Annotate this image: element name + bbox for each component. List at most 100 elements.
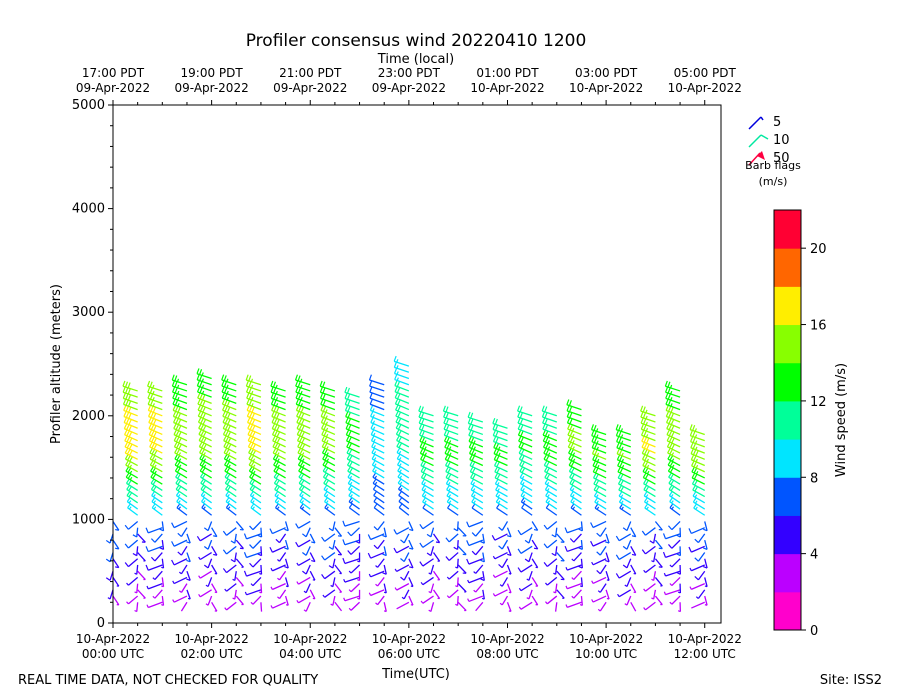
wind-barb-staff <box>136 564 139 575</box>
wind-barb-staff <box>403 570 410 581</box>
wind-barb-flag <box>347 424 352 431</box>
wind-barb-staff <box>320 391 336 398</box>
wind-barb-staff <box>149 446 163 454</box>
wind-barb-flag <box>393 355 397 362</box>
wind-barb-half-flag <box>374 475 378 479</box>
wind-barb-flag <box>132 534 138 538</box>
wind-barb-staff <box>176 494 188 504</box>
wind-barb-half-flag <box>621 458 624 463</box>
wind-barb-half-flag <box>621 452 624 456</box>
wind-barb-staff <box>421 495 434 504</box>
wind-barb-flag <box>395 416 400 423</box>
wind-barb-half-flag <box>152 403 155 407</box>
wind-barb-staff <box>127 539 139 549</box>
wind-barb-flag <box>393 547 398 554</box>
wind-barb-flag <box>251 419 256 425</box>
wind-barb-half-flag <box>596 434 599 438</box>
wind-barb-staff <box>501 595 509 606</box>
wind-barb-half-flag <box>357 597 360 600</box>
wind-barb-half-flag <box>597 464 600 469</box>
wind-barb-flag <box>668 418 672 424</box>
wind-barb-half-flag <box>224 607 227 611</box>
wind-barb-staff <box>580 596 583 606</box>
wind-barb-half-flag <box>547 494 550 498</box>
wind-barb-flag <box>422 449 426 455</box>
wind-barb-flag <box>371 460 376 466</box>
wind-barb-flag <box>150 412 154 418</box>
wind-barb-staff <box>272 440 286 448</box>
wind-barb-flag <box>642 406 646 413</box>
wind-barb-flag <box>125 460 129 466</box>
wind-barb-staff <box>630 546 637 556</box>
wind-barb-staff <box>546 576 558 586</box>
wind-barb-half-flag <box>545 582 548 586</box>
wind-barb-flag <box>178 443 182 450</box>
wind-barb-staff <box>207 577 213 587</box>
wind-barb-staff <box>278 570 287 581</box>
wind-barb-flag <box>649 540 654 544</box>
wind-barb-staff <box>373 507 385 516</box>
wind-barb-staff <box>383 583 387 594</box>
wind-barb-staff <box>234 571 237 581</box>
wind-barb-flag <box>491 535 496 541</box>
wind-barb-half-flag <box>126 601 129 605</box>
wind-barb-flag <box>669 467 674 473</box>
wind-barb-staff <box>570 507 582 516</box>
wind-barb-flag <box>273 466 278 472</box>
wind-barb-half-flag <box>300 396 303 401</box>
wind-barb-flag <box>149 387 153 394</box>
wind-barb-flag <box>421 418 425 425</box>
chart-title: Profiler consensus wind 20220410 1200 <box>246 31 587 51</box>
wind-barb-flag <box>151 442 155 449</box>
wind-barb-staff <box>199 570 212 579</box>
wind-barb-flag <box>494 466 498 473</box>
wind-barb-flag <box>347 399 351 406</box>
wind-barb-half-flag <box>172 599 175 603</box>
wind-barb-staff <box>272 452 286 460</box>
wind-barb-staff <box>398 500 410 510</box>
wind-barb-half-flag <box>203 506 206 510</box>
wind-barb-staff <box>369 397 385 404</box>
wind-barb-flag <box>644 461 649 467</box>
wind-barb-flag <box>578 565 583 569</box>
wind-barb-flag <box>496 455 500 461</box>
wind-barb-staff <box>654 595 663 606</box>
wind-barb-flag <box>445 406 449 413</box>
wind-barb-flag <box>175 405 179 412</box>
wind-barb-staff <box>344 539 360 546</box>
wind-barb-flag <box>496 473 501 480</box>
wind-barb-flag <box>295 398 299 405</box>
wind-barb-staff <box>370 434 385 442</box>
wind-barb-flag <box>468 429 472 436</box>
wind-barb-staff <box>123 415 138 423</box>
wind-barb-staff <box>136 546 139 556</box>
wind-barb-flag <box>703 547 708 550</box>
wind-barb-staff <box>186 552 191 562</box>
wind-barb-staff <box>430 602 435 612</box>
wind-barb-flag <box>272 381 276 388</box>
wind-barb-half-flag <box>244 591 248 596</box>
wind-barb-flag <box>470 418 474 425</box>
wind-barb-half-flag <box>326 458 330 462</box>
wind-barb-flag <box>272 453 277 460</box>
wind-barb-flag <box>493 448 497 454</box>
wind-barb-staff <box>626 577 632 587</box>
wind-barb-half-flag <box>579 603 583 606</box>
wind-barb-flag <box>445 466 449 472</box>
wind-barb-staff <box>248 446 262 454</box>
wind-barb-staff <box>137 533 146 543</box>
wind-barb-flag <box>641 448 646 454</box>
wind-barb-flag <box>615 535 620 542</box>
wind-barb-flag <box>298 405 302 412</box>
wind-barb-flag <box>631 553 636 556</box>
wind-barb-half-flag <box>596 440 599 444</box>
wind-barb-flag <box>542 417 546 424</box>
wind-barb-half-flag <box>178 506 181 510</box>
legend-label-5: 5 <box>773 115 781 130</box>
y-tick-label: 4000 <box>72 202 105 217</box>
wind-barb-staff <box>448 570 459 580</box>
wind-barb-staff <box>150 476 163 485</box>
wind-barb-flag <box>296 411 300 417</box>
wind-barb-half-flag <box>277 458 280 462</box>
wind-barb-staff <box>704 558 708 569</box>
